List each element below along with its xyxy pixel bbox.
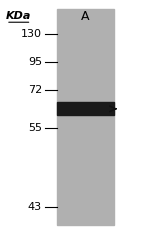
Text: 43: 43 (28, 202, 42, 212)
Bar (57, 9, 114, 225)
Text: 72: 72 (28, 85, 42, 95)
Bar (57, 102, 114, 115)
Text: 130: 130 (21, 29, 42, 39)
Text: KDa: KDa (6, 11, 31, 21)
Text: 95: 95 (28, 57, 42, 67)
Text: 55: 55 (28, 123, 42, 132)
Text: A: A (81, 10, 90, 23)
